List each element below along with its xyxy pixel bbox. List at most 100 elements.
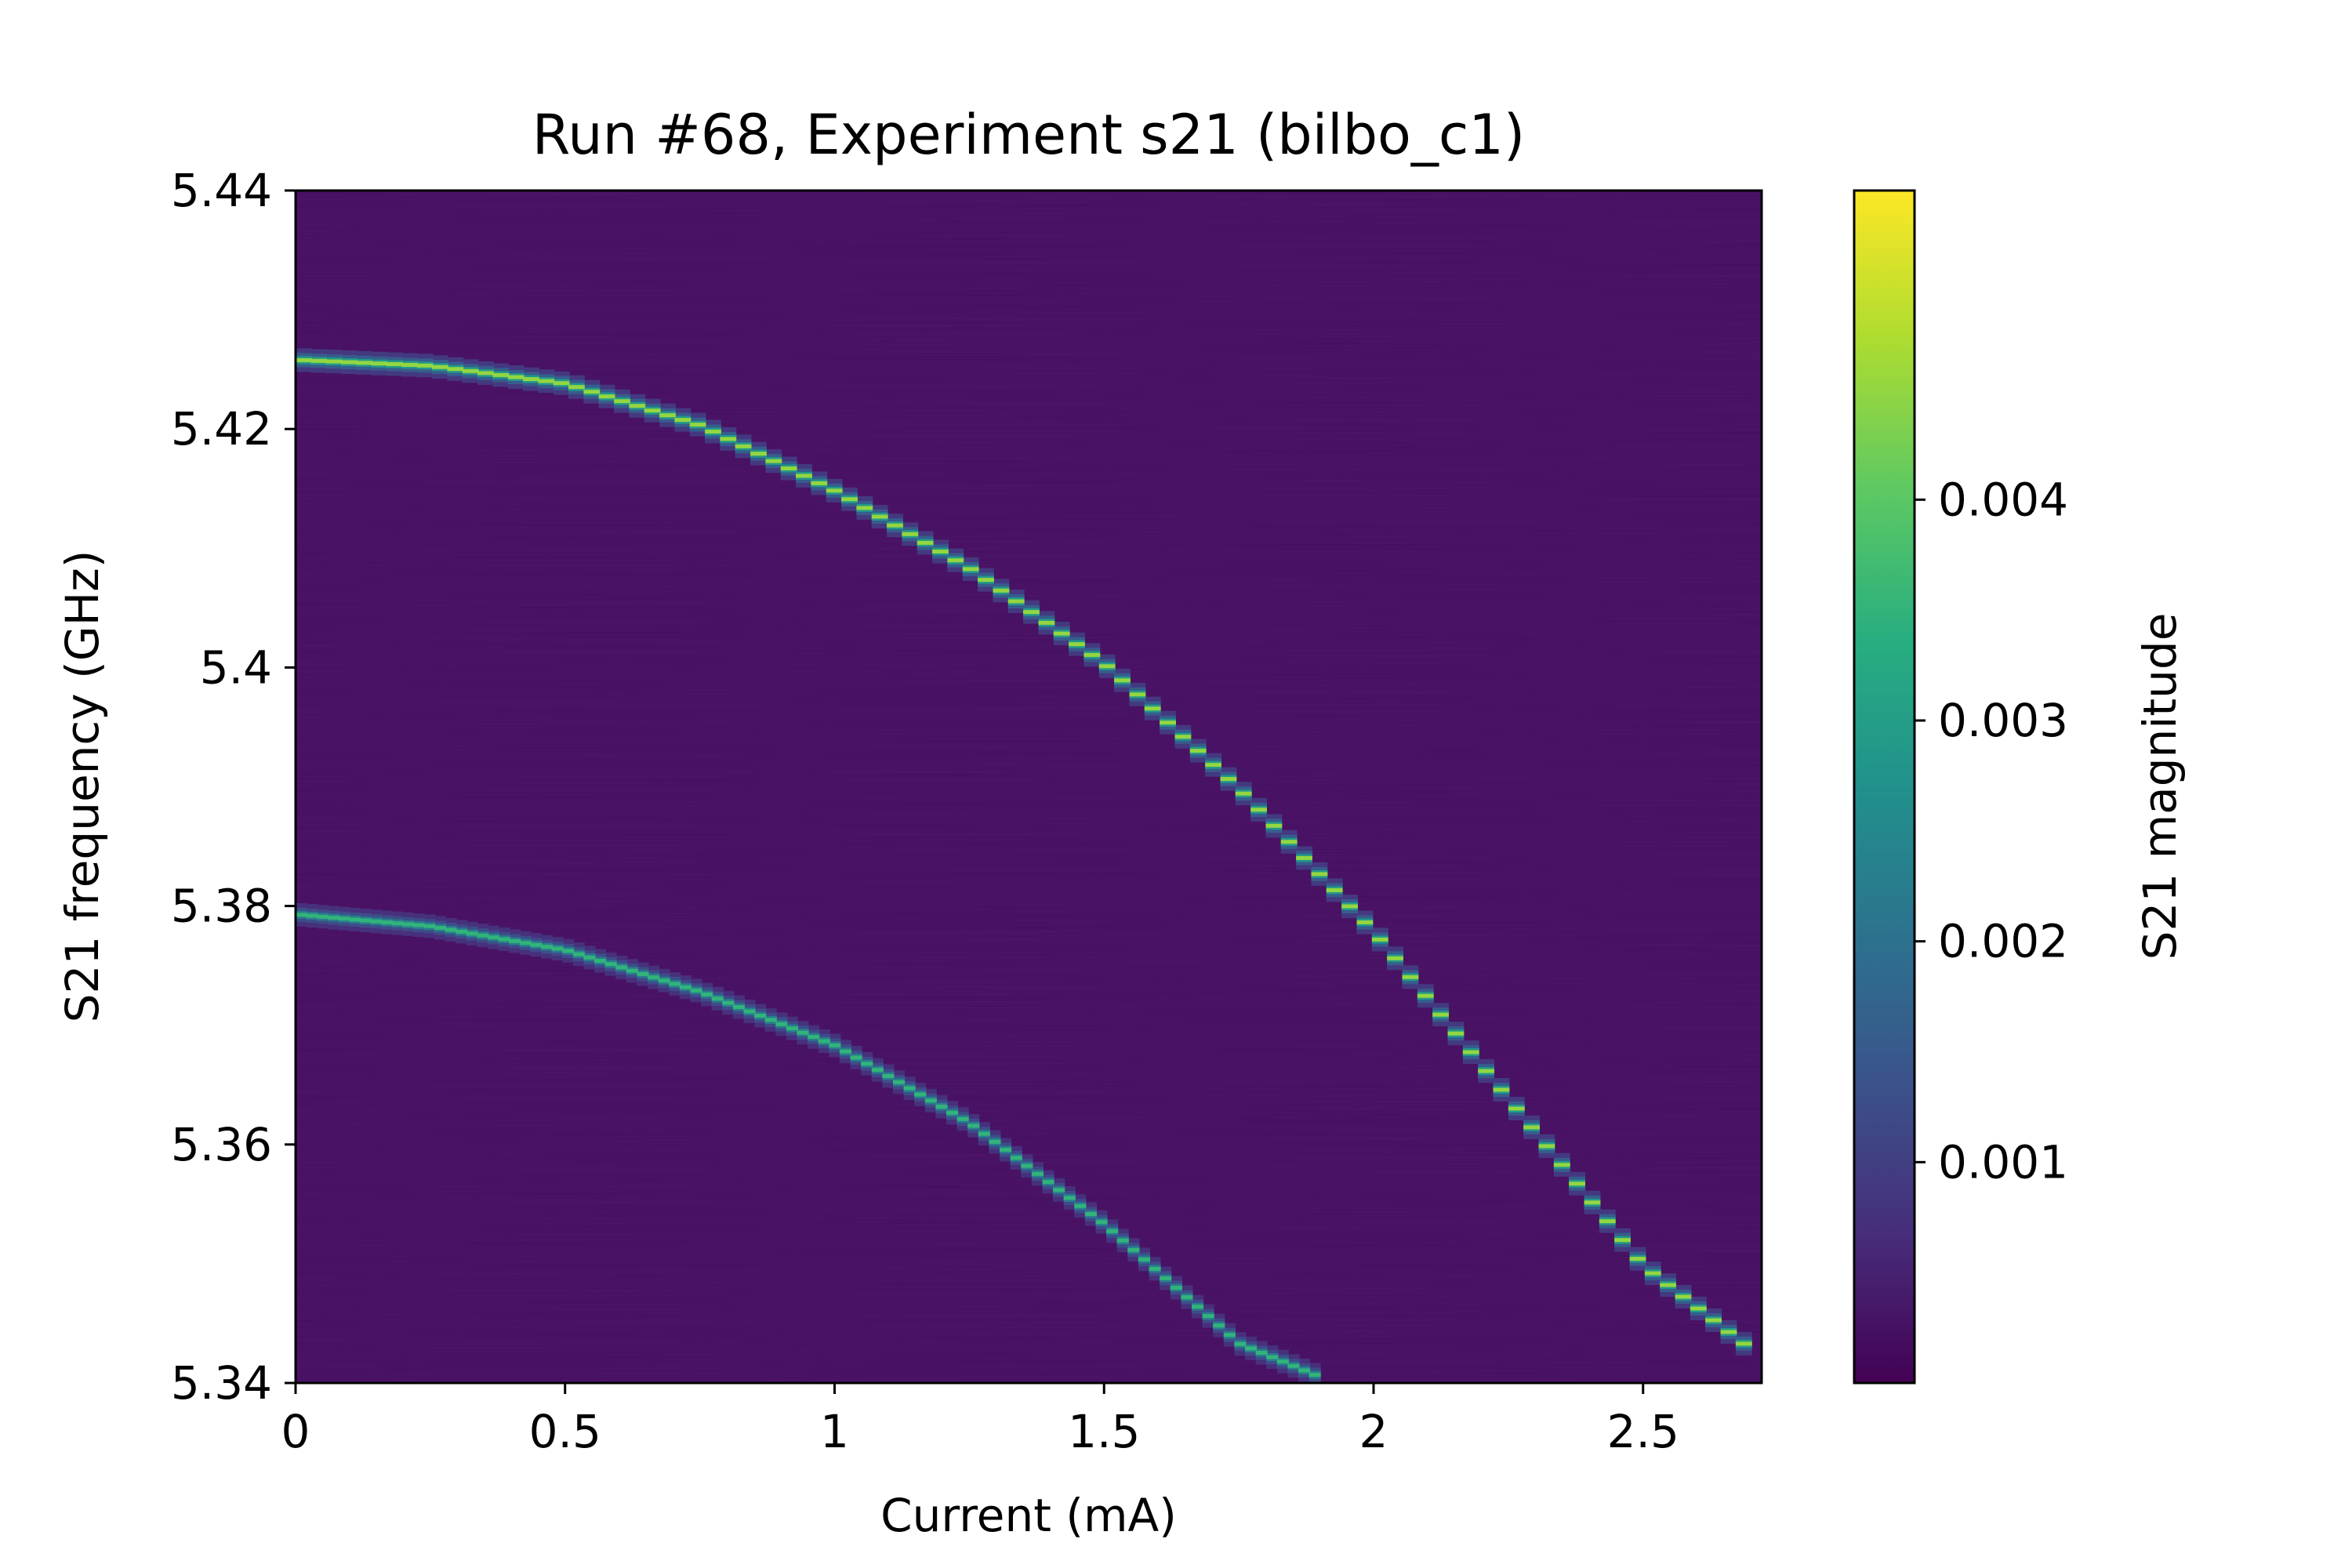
heatmap-cell [882,1074,895,1078]
x-tick-label: 2 [1359,1405,1388,1458]
heatmap-cell [705,430,721,434]
heatmap-cell [689,423,706,427]
heatmap-cell [1069,642,1085,647]
heatmap-cell [349,917,361,922]
y-tick-label: 5.42 [171,402,272,456]
heatmap-cell [359,918,372,923]
heatmap-cell [1084,1212,1097,1216]
heatmap-cell [924,1098,937,1103]
heatmap-cell [356,361,373,365]
heatmap-cell [1160,720,1176,725]
heatmap-cell [1584,1200,1601,1205]
heatmap-cell [956,1116,969,1121]
heatmap-cell [553,381,570,386]
heatmap-cell [1326,887,1343,892]
y-tick-label: 5.44 [171,164,272,217]
heatmap-cell [1245,1346,1258,1351]
heatmap-cell [765,459,782,463]
y-tick-label: 5.38 [171,880,272,933]
heatmap-cell [808,1035,820,1040]
heatmap-cell [1144,706,1161,711]
heatmap-cell [658,978,670,983]
heatmap-cell [1523,1125,1540,1130]
heatmap-cell [509,938,521,943]
heatmap-cell [811,481,828,485]
heatmap-cell [1010,1156,1022,1160]
x-tick-label: 1.5 [1068,1405,1140,1458]
heatmap-cell [1311,872,1328,877]
colorbar-tick-label: 0.003 [1938,694,2068,747]
heatmap-cell [477,371,494,376]
heatmap-cell [306,913,318,918]
heatmap-cell [916,540,934,545]
heatmap-cell [317,914,329,919]
heatmap-cell [743,1009,756,1014]
heatmap-cell [1007,599,1025,604]
heatmap-cell [401,362,419,367]
heatmap-cell [786,1026,798,1031]
x-tick-label: 1 [820,1405,849,1458]
heatmap-cell [387,362,403,366]
heatmap-cell [1387,956,1403,960]
heatmap-cell [932,550,949,554]
heatmap-cell [412,923,425,927]
x-axis-ticks: 0 0.5 1 1.5 2 2.5 [281,1383,1679,1458]
heatmap-cell [583,955,596,960]
heatmap-cell [1569,1181,1585,1186]
heatmap-cell [946,1110,959,1115]
heatmap-cell [1629,1257,1646,1261]
heatmap-cell [1129,692,1146,697]
heatmap-cell [711,996,724,1001]
heatmap-cell [541,945,554,949]
heatmap-cell [669,982,681,986]
heatmap-cell [1371,937,1388,942]
y-tick-label: 5.36 [171,1118,272,1171]
heatmap-cell [1462,1050,1479,1054]
heatmap-cell [648,975,660,980]
heatmap-cell [871,1068,884,1073]
heatmap-cell [1234,1341,1247,1346]
heatmap-cell [572,952,585,956]
heatmap-cell [1255,1351,1268,1355]
heatmap-cell [780,466,797,470]
heatmap-cell [626,968,638,973]
x-tick-label: 0 [281,1405,310,1458]
heatmap-cell [978,578,994,583]
heatmap-cell [1280,840,1298,844]
heatmap-cell [732,1005,745,1010]
heatmap-cell [1095,1220,1108,1225]
chart-title: Run #68, Experiment s21 (bilbo_c1) [532,103,1525,167]
heatmap-cell [978,1131,990,1136]
heatmap-cell [947,558,964,563]
heatmap-cell [775,1022,788,1026]
heatmap-cell [615,965,628,970]
heatmap-cell [1114,678,1131,683]
heatmap-cell [1181,1295,1193,1300]
heatmap-cell [659,413,676,418]
resonance-series [296,902,1321,1383]
heatmap-cell [841,497,858,502]
heatmap-cell [1053,631,1070,636]
y-tick-label: 5.34 [171,1356,272,1410]
heatmap-cell [1031,1171,1044,1176]
heatmap-cell [1098,664,1116,669]
heatmap-cell [754,1014,767,1018]
resonance-series-layer [296,348,1752,1383]
x-tick-label: 2.5 [1607,1405,1679,1458]
heatmap-cell [735,444,752,448]
heatmap-cell [371,361,388,366]
heatmap-cell [1138,1257,1150,1261]
heatmap-cell [1160,1276,1172,1280]
colorbar: 0.001 0.002 0.003 0.004 S21 magnitude [1853,189,2187,1385]
heatmap-cell [432,365,448,369]
heatmap-cell [594,959,607,963]
heatmap-cell [962,567,979,572]
heatmap-cell [893,1080,906,1084]
heatmap-cell [487,935,499,940]
heatmap-cell [1599,1219,1616,1224]
heatmap-cell [1038,620,1055,625]
heatmap-cell [1250,808,1267,812]
heatmap-cell [416,363,434,368]
heatmap-cell [856,506,873,510]
heatmap-cell [1644,1271,1661,1276]
